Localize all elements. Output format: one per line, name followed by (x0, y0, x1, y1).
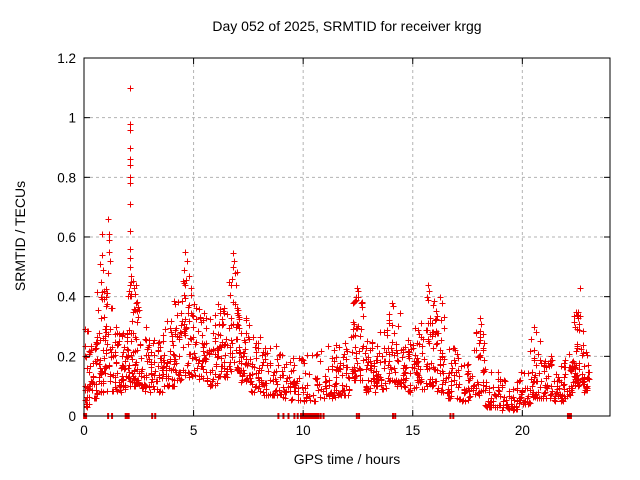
x-tick-label: 5 (190, 423, 198, 438)
data-points (82, 85, 593, 414)
y-tick-label: 0 (68, 409, 76, 424)
x-tick-label: 0 (80, 423, 88, 438)
x-tick-label: 10 (296, 423, 311, 438)
x-tick-label: 15 (405, 423, 420, 438)
y-tick-label: 1.2 (57, 51, 76, 66)
y-tick-label: 0.4 (57, 290, 76, 305)
x-axis-label: GPS time / hours (293, 451, 401, 467)
y-tick-label: 1 (68, 111, 76, 126)
x-tick-label: 20 (515, 423, 530, 438)
y-tick-label: 0.6 (57, 230, 76, 245)
chart-title: Day 052 of 2025, SRMTID for receiver krg… (212, 18, 482, 34)
y-tick-label: 0.8 (57, 170, 76, 185)
y-tick-label: 0.2 (57, 349, 76, 364)
